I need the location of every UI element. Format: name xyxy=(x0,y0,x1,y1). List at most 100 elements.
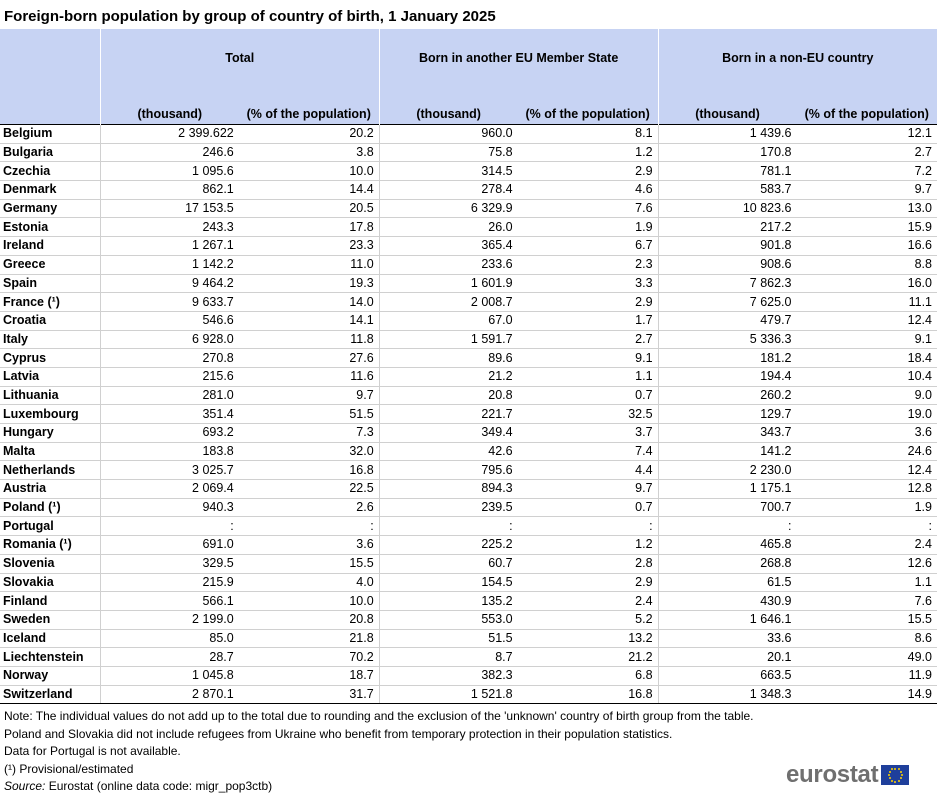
value-cell: 8.6 xyxy=(796,628,937,649)
value-cell: 16.8 xyxy=(517,685,659,705)
value-cell: 10.0 xyxy=(238,591,380,611)
value-cell: 42.6 xyxy=(378,442,518,462)
flag-star-icon xyxy=(887,774,890,776)
footnote-text: (¹) Provisional/estimated xyxy=(4,761,134,776)
eurostat-logo: eurostat xyxy=(786,761,910,788)
value-cell: 19.0 xyxy=(796,404,937,424)
table-row: Ireland 1 267.1 23.3 365.4 6.7 901.8 16.6 xyxy=(0,236,937,256)
value-cell: 14.9 xyxy=(796,685,937,705)
value-cell: 260.2 xyxy=(657,386,797,406)
value-cell: 693.2 xyxy=(99,423,239,443)
value-cell: 12.6 xyxy=(796,554,937,574)
value-cell: 2 069.4 xyxy=(99,479,239,499)
corner-header-cell xyxy=(0,29,101,87)
value-cell: 2 870.1 xyxy=(99,685,239,705)
country-label: Hungary xyxy=(0,423,101,443)
value-cell: 6 928.0 xyxy=(99,330,239,350)
country-label: Slovakia xyxy=(0,573,101,593)
value-cell: 215.9 xyxy=(99,573,239,593)
value-cell: 51.5 xyxy=(238,404,380,424)
flag-star-icon xyxy=(894,780,897,783)
value-cell: 32.5 xyxy=(517,404,659,424)
value-cell: 11.8 xyxy=(238,330,380,350)
value-cell: 1 646.1 xyxy=(657,610,797,630)
table-row: Denmark 862.1 14.4 278.4 4.6 583.7 9.7 xyxy=(0,180,937,200)
value-cell: 1 045.8 xyxy=(99,666,239,686)
table-body: Belgium 2 399.622 20.2 960.0 8.1 1 439.6 12.1 B… xyxy=(0,124,937,705)
value-cell: 17 153.5 xyxy=(99,199,239,219)
country-label: Bulgaria xyxy=(0,143,101,163)
value-cell: 270.8 xyxy=(99,348,239,368)
table-row: France (¹) 9 633.7 14.0 2 008.7 2.9 7 625.0 11… xyxy=(0,292,937,312)
table-row: Poland (¹) 940.3 2.6 239.5 0.7 700.7 1.9 xyxy=(0,498,937,518)
value-cell: 13.2 xyxy=(517,628,659,649)
country-label: Austria xyxy=(0,479,101,499)
value-cell: 9.0 xyxy=(796,386,937,406)
value-cell: 12.8 xyxy=(796,479,937,499)
country-label: Romania (¹) xyxy=(0,535,101,555)
value-cell: 20.8 xyxy=(238,610,380,630)
value-cell: 217.2 xyxy=(657,217,797,238)
table-row: Lithuania 281.0 9.7 20.8 0.7 260.2 9.0 xyxy=(0,386,937,406)
value-cell: 49.0 xyxy=(796,647,937,667)
country-label: Netherlands xyxy=(0,460,101,481)
flag-star-icon xyxy=(894,767,897,770)
value-cell: 61.5 xyxy=(657,573,797,593)
flag-star-icon xyxy=(891,768,894,771)
value-cell: 365.4 xyxy=(378,236,518,256)
country-label: Portugal xyxy=(0,516,101,537)
value-cell: 0.7 xyxy=(517,386,659,406)
value-cell: 7 862.3 xyxy=(657,274,797,294)
value-cell: 9 464.2 xyxy=(99,274,239,294)
table-row: Portugal:::::: xyxy=(0,516,937,537)
value-cell: 15.9 xyxy=(796,217,937,238)
flag-star-icon xyxy=(888,777,891,780)
value-cell: 2.4 xyxy=(517,591,659,611)
value-cell: 940.3 xyxy=(99,498,239,518)
value-cell: 5.2 xyxy=(517,610,659,630)
country-label: Belgium xyxy=(0,124,101,144)
value-cell: 9.7 xyxy=(796,180,937,200)
source-label: Source: xyxy=(4,779,46,793)
value-cell: 3.3 xyxy=(517,274,659,294)
value-cell: 4.4 xyxy=(517,460,659,481)
value-cell: 85.0 xyxy=(99,628,239,649)
flag-star-icon xyxy=(900,774,903,776)
value-cell: 862.1 xyxy=(99,180,239,200)
country-label: Ireland xyxy=(0,236,101,256)
table-row: Finland 566.1 10.0 135.2 2.4 430.9 7.6 xyxy=(0,591,937,611)
value-cell: 1 348.3 xyxy=(657,685,797,705)
value-cell: 2.9 xyxy=(517,573,659,593)
country-label: Italy xyxy=(0,330,101,350)
value-cell: 20.2 xyxy=(238,124,380,144)
country-label: Norway xyxy=(0,666,101,686)
column-group-header: Born in a non-EU country xyxy=(657,29,937,87)
value-cell: 700.7 xyxy=(657,498,797,518)
value-cell: 21.2 xyxy=(378,367,518,387)
value-cell: : xyxy=(238,516,380,537)
value-cell: 894.3 xyxy=(378,479,518,499)
table-row: Belgium 2 399.622 20.2 960.0 8.1 1 439.6 12.1 xyxy=(0,124,937,144)
value-cell: 11.0 xyxy=(238,255,380,275)
value-cell: : xyxy=(99,516,239,537)
value-cell: 23.3 xyxy=(238,236,380,256)
value-cell: 233.6 xyxy=(378,255,518,275)
value-cell: 663.5 xyxy=(657,666,797,686)
value-cell: 1 521.8 xyxy=(378,685,518,705)
value-cell: 16.0 xyxy=(796,274,937,294)
value-cell: 8.1 xyxy=(517,124,659,144)
value-cell: 795.6 xyxy=(378,460,518,481)
country-label: Croatia xyxy=(0,311,101,331)
value-cell: 4.0 xyxy=(238,573,380,593)
value-cell: 18.4 xyxy=(796,348,937,368)
country-label: Germany xyxy=(0,199,101,219)
value-cell: 2.7 xyxy=(796,143,937,163)
value-cell: 2 230.0 xyxy=(657,460,797,481)
value-cell: 1.2 xyxy=(517,535,659,555)
flag-star-icon xyxy=(888,770,891,773)
sub-header: (thousand) xyxy=(99,87,239,125)
value-cell: 16.6 xyxy=(796,236,937,256)
value-cell: 349.4 xyxy=(378,423,518,443)
value-cell: 2.4 xyxy=(796,535,937,555)
table-row: Romania (¹) 691.0 3.6 225.2 1.2 465.8 2.4 xyxy=(0,535,937,555)
